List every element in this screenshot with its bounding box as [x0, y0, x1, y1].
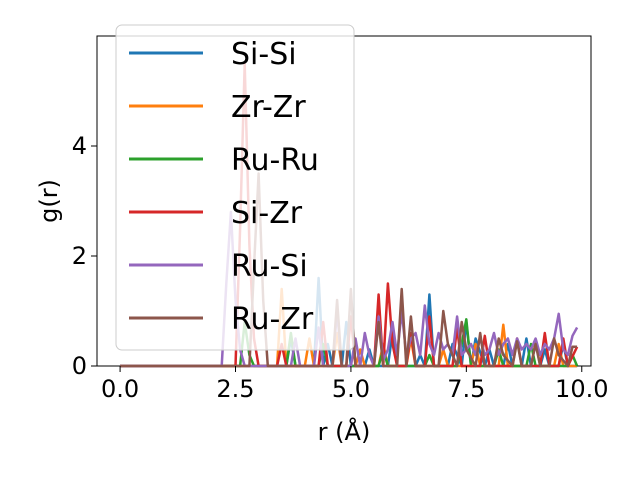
x-tick-label: 0.0: [101, 375, 139, 403]
legend-label: Ru-Si: [231, 249, 308, 284]
y-tick-label: 4: [72, 132, 87, 160]
legend-label: Si-Si: [231, 37, 297, 72]
legend-label: Zr-Zr: [231, 90, 306, 125]
x-tick-label: 2.5: [216, 375, 254, 403]
legend: Si-Si Zr-Zr Ru-Ru Si-Zr Ru-Si Ru-Zr: [115, 24, 355, 351]
ticks-layer: 0.0 2.5 5.0 7.5 10.0 0 2 4: [72, 132, 609, 403]
x-axis-label: r (Å): [318, 417, 371, 446]
legend-label: Ru-Ru: [231, 143, 319, 178]
x-tick-label: 7.5: [447, 375, 485, 403]
y-tick-label: 2: [72, 242, 87, 270]
legend-label: Ru-Zr: [231, 302, 314, 337]
x-tick-label: 5.0: [332, 375, 370, 403]
y-tick-label: 0: [72, 352, 87, 380]
legend-label: Si-Zr: [231, 196, 303, 231]
x-tick-label: 10.0: [555, 375, 608, 403]
y-axis-label: g(r): [35, 179, 63, 223]
